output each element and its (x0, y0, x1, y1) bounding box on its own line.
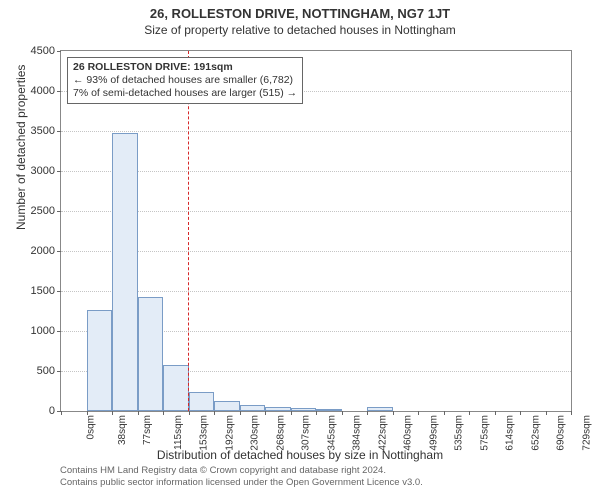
histogram-bar (138, 297, 164, 411)
ytick-mark (57, 371, 61, 372)
xtick-mark (112, 411, 113, 415)
xtick-label: 729sqm (581, 415, 592, 451)
annotation-line: 7% of semi-detached houses are larger (5… (73, 87, 297, 100)
annotation-line: 26 ROLLESTON DRIVE: 191sqm (73, 61, 297, 74)
ytick-mark (57, 91, 61, 92)
xtick-mark (291, 411, 292, 415)
xtick-label: 38sqm (117, 415, 128, 445)
ytick-label: 2500 (31, 205, 55, 217)
title-sub: Size of property relative to detached ho… (0, 21, 600, 41)
histogram-bar (367, 407, 393, 411)
gridline (61, 211, 571, 212)
xtick-label: 115sqm (172, 415, 183, 450)
xtick-label: 153sqm (199, 415, 210, 451)
xtick-label: 499sqm (428, 415, 439, 451)
xtick-mark (495, 411, 496, 415)
y-axis-label: Number of detached properties (14, 65, 28, 230)
annotation-box: 26 ROLLESTON DRIVE: 191sqm← 93% of detac… (67, 57, 303, 104)
ytick-label: 4000 (31, 85, 55, 97)
annotation-line: ← 93% of detached houses are smaller (6,… (73, 74, 297, 87)
xtick-mark (316, 411, 317, 415)
xtick-label: 230sqm (250, 415, 261, 451)
xtick-mark (444, 411, 445, 415)
xtick-mark (393, 411, 394, 415)
footer-attribution: Contains HM Land Registry data © Crown c… (60, 465, 423, 490)
ytick-label: 4500 (31, 45, 55, 57)
ytick-label: 0 (49, 405, 55, 417)
xtick-mark (571, 411, 572, 415)
ytick-label: 500 (37, 365, 55, 377)
xtick-mark (546, 411, 547, 415)
ytick-label: 1500 (31, 285, 55, 297)
xtick-label: 77sqm (142, 415, 153, 445)
ytick-mark (57, 331, 61, 332)
histogram-bar (163, 365, 189, 411)
ytick-mark (57, 51, 61, 52)
gridline (61, 131, 571, 132)
histogram-chart: 0500100015002000250030003500400045000sqm… (60, 50, 572, 412)
xtick-label: 575sqm (479, 415, 490, 451)
x-axis-label: Distribution of detached houses by size … (0, 448, 600, 462)
histogram-bar (240, 405, 266, 411)
xtick-mark (342, 411, 343, 415)
xtick-mark (61, 411, 62, 415)
ytick-label: 3000 (31, 165, 55, 177)
xtick-mark (418, 411, 419, 415)
xtick-label: 535sqm (454, 415, 465, 451)
histogram-bar (291, 408, 317, 411)
xtick-label: 460sqm (403, 415, 414, 451)
xtick-label: 422sqm (377, 415, 388, 451)
marker-line (188, 51, 189, 411)
ytick-label: 2000 (31, 245, 55, 257)
histogram-bar (87, 310, 113, 411)
histogram-bar (189, 392, 215, 411)
xtick-mark (240, 411, 241, 415)
xtick-label: 384sqm (352, 415, 363, 451)
gridline (61, 251, 571, 252)
gridline (61, 171, 571, 172)
histogram-bar (112, 133, 138, 411)
xtick-mark (265, 411, 266, 415)
ytick-mark (57, 251, 61, 252)
histogram-bar (214, 401, 240, 411)
xtick-mark (189, 411, 190, 415)
xtick-label: 652sqm (530, 415, 541, 451)
xtick-label: 268sqm (275, 415, 286, 451)
xtick-label: 307sqm (301, 415, 312, 451)
xtick-mark (214, 411, 215, 415)
ytick-label: 1000 (31, 325, 55, 337)
gridline (61, 291, 571, 292)
histogram-bar (265, 407, 291, 411)
footer-line1: Contains HM Land Registry data © Crown c… (60, 465, 423, 477)
ytick-mark (57, 131, 61, 132)
xtick-mark (520, 411, 521, 415)
xtick-mark (138, 411, 139, 415)
xtick-mark (367, 411, 368, 415)
ytick-mark (57, 171, 61, 172)
xtick-label: 192sqm (224, 415, 235, 451)
title-main: 26, ROLLESTON DRIVE, NOTTINGHAM, NG7 1JT (0, 0, 600, 21)
footer-line2: Contains public sector information licen… (60, 477, 423, 489)
ytick-mark (57, 211, 61, 212)
xtick-label: 345sqm (326, 415, 337, 451)
ytick-mark (57, 291, 61, 292)
xtick-label: 614sqm (505, 415, 516, 451)
xtick-label: 690sqm (556, 415, 567, 451)
xtick-mark (87, 411, 88, 415)
xtick-label: 0sqm (85, 415, 96, 439)
histogram-bar (316, 409, 342, 411)
xtick-mark (469, 411, 470, 415)
xtick-mark (163, 411, 164, 415)
ytick-label: 3500 (31, 125, 55, 137)
